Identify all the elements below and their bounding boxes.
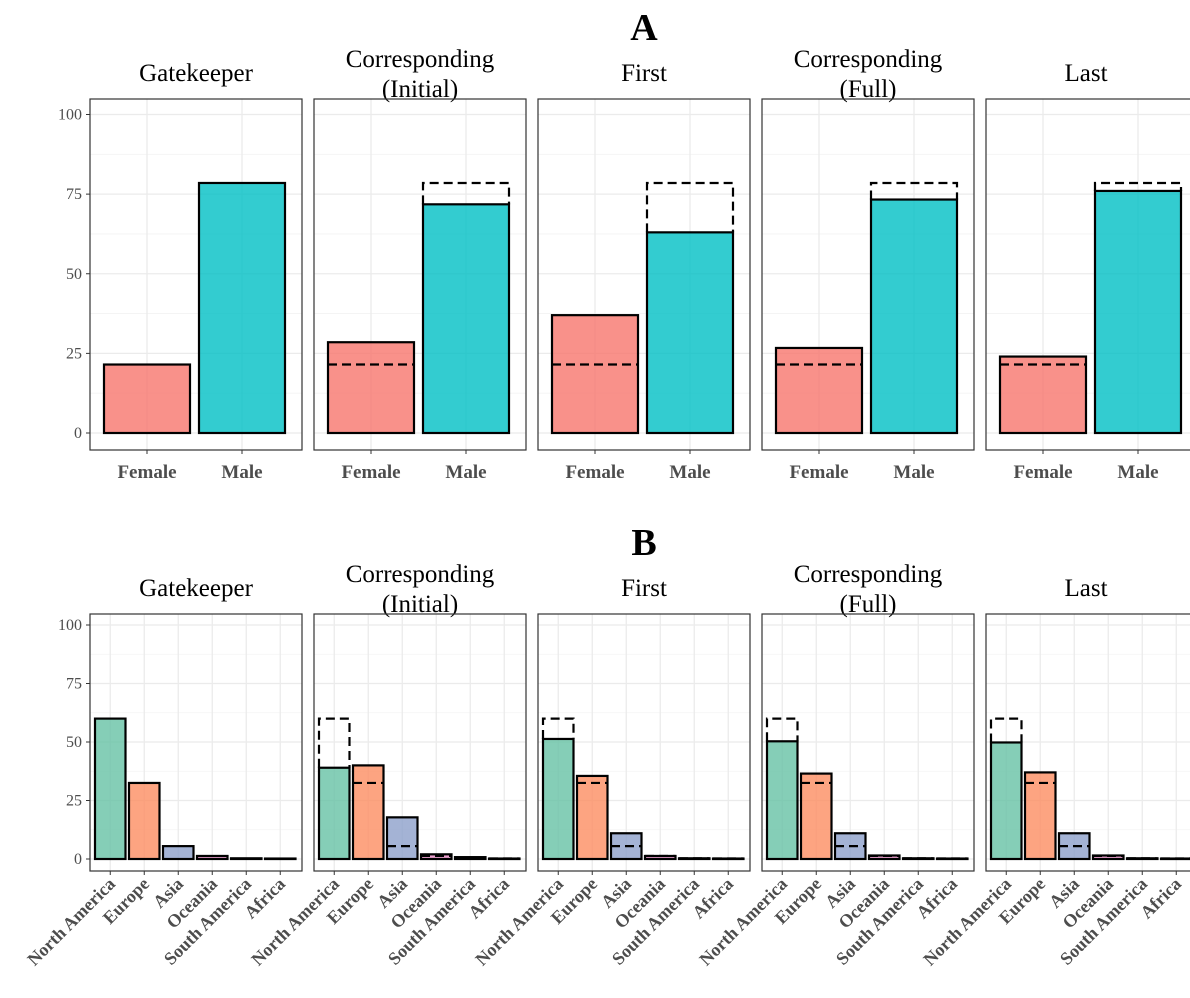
facet-title: Corresponding (Initial) (346, 46, 495, 103)
facet-a-4: Last Female Male (985, 60, 1190, 483)
facet-title-line: Corresponding (794, 561, 943, 588)
facet-frame (313, 613, 527, 872)
facet-title-line: Corresponding (346, 561, 495, 588)
x-tick-label: Male (669, 462, 710, 483)
reference-outline (645, 181, 735, 233)
bar-north-america (541, 737, 575, 861)
bar-female (550, 314, 640, 435)
bar-female (326, 341, 416, 435)
facet-a-2: First Female Male (537, 60, 751, 483)
bar-europe (127, 781, 161, 861)
bar-north-america (989, 741, 1023, 861)
reference-outline (765, 717, 799, 742)
y-tick-label: 50 (66, 734, 82, 751)
x-tick-label: Female (117, 462, 176, 483)
y-tick-label: 75 (66, 676, 82, 693)
y-tick-label: 25 (66, 345, 82, 362)
facet-title: Last (1064, 60, 1107, 87)
facet-title: Corresponding (Full) (794, 46, 943, 103)
y-tick-label: 25 (66, 793, 82, 810)
y-tick-label: 50 (66, 266, 82, 283)
y-tick-label: 75 (66, 186, 82, 203)
bar-asia (161, 845, 195, 861)
facet-title: Gatekeeper (139, 575, 253, 602)
facet-frame (985, 98, 1190, 451)
bar-south-america (229, 857, 263, 861)
facet-title: Last (1064, 575, 1107, 602)
y-tick-label: 100 (58, 617, 82, 634)
facet-frame (761, 613, 975, 872)
bar-female (774, 346, 864, 435)
facet-frame (761, 98, 975, 451)
bar-male (1093, 189, 1183, 435)
reference-outline (869, 181, 959, 200)
reference-outline (541, 717, 575, 739)
bar-europe (351, 764, 385, 861)
facet-title: First (621, 575, 667, 602)
facet-b-3: Corresponding (Full)North AmericaEuropeAs… (695, 561, 975, 969)
y-tick-label: 0 (74, 851, 82, 868)
bar-north-america (765, 740, 799, 861)
x-tick-label: Male (893, 462, 934, 483)
facet-frame (89, 98, 303, 451)
facet-a-1: Corresponding (Initial) Female Male (313, 46, 527, 483)
reference-outline (317, 717, 351, 768)
x-tick-label: Female (789, 462, 848, 483)
facet-frame (537, 613, 751, 872)
bar-oceania (195, 854, 229, 861)
facet-frame (313, 98, 527, 451)
bar-africa (263, 857, 297, 861)
bar-europe (1023, 771, 1057, 861)
x-tick-label: North America (23, 874, 119, 970)
y-tick-label: 0 (74, 425, 82, 442)
bar-female (998, 355, 1088, 435)
bar-north-america (93, 717, 127, 861)
x-tick-label: Male (445, 462, 486, 483)
y-tick-label: 100 (58, 107, 82, 124)
reference-outline (1093, 181, 1183, 191)
facet-a-3: Corresponding (Full) Female Male (761, 46, 975, 483)
bar-male (645, 231, 735, 435)
x-tick-label: Female (341, 462, 400, 483)
facet-title: First (621, 60, 667, 87)
x-tick-label: Male (221, 462, 262, 483)
bar-europe (575, 774, 609, 861)
panel-letter: A (630, 7, 658, 49)
x-tick-label: Female (565, 462, 624, 483)
bar-female (102, 363, 192, 435)
facet-title-line: Corresponding (346, 46, 495, 73)
facet-a-0: Gatekeeper Female Male (89, 60, 303, 483)
facet-title: Corresponding (Full) (794, 561, 943, 618)
bar-asia (385, 816, 419, 861)
bar-north-america (317, 766, 351, 861)
bar-male (421, 203, 511, 435)
bar-male (197, 181, 287, 435)
facet-frame (89, 613, 303, 872)
facet-frame (985, 613, 1190, 872)
facet-title-line: Corresponding (794, 46, 943, 73)
facet-title: Corresponding (Initial) (346, 561, 495, 618)
panel-letter: B (631, 522, 656, 564)
facet-title: Gatekeeper (139, 60, 253, 87)
bar-male (869, 198, 959, 435)
x-tick-label: Male (1117, 462, 1158, 483)
facet-b-1: Corresponding (Initial)North AmericaEurop… (247, 561, 527, 969)
x-tick-label: Female (1013, 462, 1072, 483)
facet-frame (537, 98, 751, 451)
reference-outline (421, 181, 511, 205)
bar-europe (799, 772, 833, 861)
